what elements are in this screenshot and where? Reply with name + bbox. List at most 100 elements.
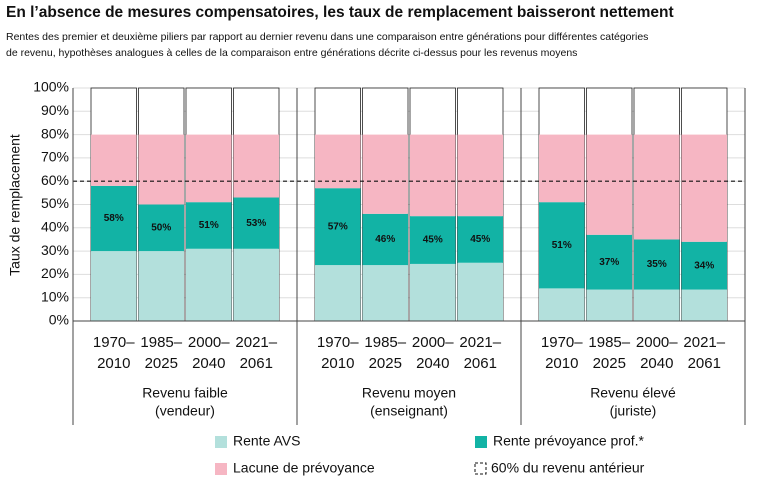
x-tick-label: 1970– <box>541 334 583 351</box>
value-label: 53% <box>246 218 266 229</box>
chart-subtitle: Rentes des premier et deuxième piliers p… <box>6 31 648 43</box>
value-label: 57% <box>328 221 348 232</box>
bar-segment <box>315 188 361 266</box>
x-tick-label: 2025 <box>145 355 178 372</box>
x-tick-label: 1985– <box>588 334 630 351</box>
bar-segment <box>410 216 456 264</box>
bar-segment <box>681 134 727 242</box>
x-tick-label: 2000– <box>636 334 678 351</box>
x-tick-label: 2025 <box>369 355 402 372</box>
legend-label: 60% du revenu antérieur <box>491 460 645 476</box>
value-label: 45% <box>423 235 443 246</box>
bar-segment <box>138 251 184 321</box>
x-tick-label: 2040 <box>640 355 673 372</box>
value-label: 51% <box>199 220 219 231</box>
x-tick-label: 2010 <box>321 355 354 372</box>
x-tick-label: 2061 <box>464 355 497 372</box>
y-tick-label: 70% <box>41 149 69 165</box>
bar-segment <box>233 248 279 321</box>
chart-subtitle: de revenu, hypothèses analogues à celles… <box>6 47 577 59</box>
legend-label: Lacune de prévoyance <box>233 460 375 476</box>
value-label: 35% <box>647 259 667 270</box>
bar-segment <box>634 239 680 290</box>
y-tick-label: 90% <box>41 102 69 118</box>
bar-segment <box>362 265 408 321</box>
y-tick-label: 60% <box>41 172 69 188</box>
bar-segment <box>91 134 137 186</box>
group-label: Revenu élevé <box>590 385 676 401</box>
x-tick-label: 2040 <box>192 355 225 372</box>
x-tick-label: 2025 <box>593 355 626 372</box>
legend-swatch <box>215 436 227 448</box>
y-tick-label: 40% <box>41 219 69 235</box>
x-tick-label: 2010 <box>97 355 130 372</box>
bar-segment <box>457 134 503 217</box>
bar-segment <box>315 134 361 189</box>
bar-segment <box>186 134 232 203</box>
bar-segment <box>586 289 632 321</box>
value-label: 34% <box>694 260 714 271</box>
value-label: 50% <box>151 222 171 233</box>
x-tick-label: 2010 <box>545 355 578 372</box>
bar-segment <box>634 134 680 240</box>
x-tick-label: 2040 <box>416 355 449 372</box>
group-label: (vendeur) <box>155 403 215 419</box>
value-label: 51% <box>552 240 572 251</box>
bar-segment <box>410 134 456 217</box>
y-tick-label: 30% <box>41 242 69 258</box>
legend-swatch <box>475 436 487 448</box>
value-label: 37% <box>599 257 619 268</box>
bar-segment <box>539 134 585 203</box>
bar-segment <box>362 134 408 214</box>
chart-title: En l’absence de mesures compensatoires, … <box>6 4 674 21</box>
legend-label: Rente AVS <box>233 433 300 449</box>
bar-segment <box>539 202 585 289</box>
x-tick-label: 1970– <box>93 334 135 351</box>
bar-segment <box>681 289 727 321</box>
bar-segment <box>186 248 232 321</box>
x-tick-label: 2021– <box>235 334 277 351</box>
bar-segment <box>91 185 137 252</box>
x-tick-label: 2021– <box>459 334 501 351</box>
bar-segment <box>233 134 279 198</box>
x-tick-label: 2061 <box>688 355 721 372</box>
y-tick-label: 0% <box>49 312 69 328</box>
bar-segment <box>91 251 137 321</box>
group-label: Revenu faible <box>142 385 228 401</box>
legend-swatch <box>215 463 227 475</box>
y-tick-label: 20% <box>41 265 69 281</box>
bar-segment <box>362 213 408 266</box>
bar-segment <box>586 234 632 290</box>
x-tick-label: 1970– <box>317 334 359 351</box>
x-tick-label: 1985– <box>140 334 182 351</box>
bar-segment <box>233 197 279 249</box>
x-tick-label: 2061 <box>240 355 273 372</box>
bar-segment <box>457 262 503 321</box>
bar-segment <box>539 288 585 321</box>
legend-swatch <box>474 462 487 475</box>
x-tick-label: 2000– <box>188 334 230 351</box>
bar-segment <box>410 263 456 321</box>
group-label: Revenu moyen <box>362 385 456 401</box>
value-label: 46% <box>375 234 395 245</box>
group-label: (juriste) <box>610 403 657 419</box>
legend-label: Rente prévoyance prof.* <box>493 433 645 449</box>
group-label: (enseignant) <box>370 403 448 419</box>
x-tick-label: 2000– <box>412 334 454 351</box>
bar-segment <box>186 202 232 249</box>
y-tick-label: 80% <box>41 125 69 141</box>
bar-segment <box>634 289 680 321</box>
bar-segment <box>457 216 503 263</box>
bar-segment <box>681 241 727 290</box>
value-label: 45% <box>470 234 490 245</box>
y-tick-label: 10% <box>41 288 69 304</box>
bar-segment <box>315 265 361 321</box>
value-label: 58% <box>104 213 124 224</box>
bar-segment <box>138 134 184 205</box>
y-tick-label: 50% <box>41 195 69 211</box>
bar-segment <box>138 204 184 252</box>
x-tick-label: 1985– <box>364 334 406 351</box>
y-tick-label: 100% <box>33 79 69 95</box>
